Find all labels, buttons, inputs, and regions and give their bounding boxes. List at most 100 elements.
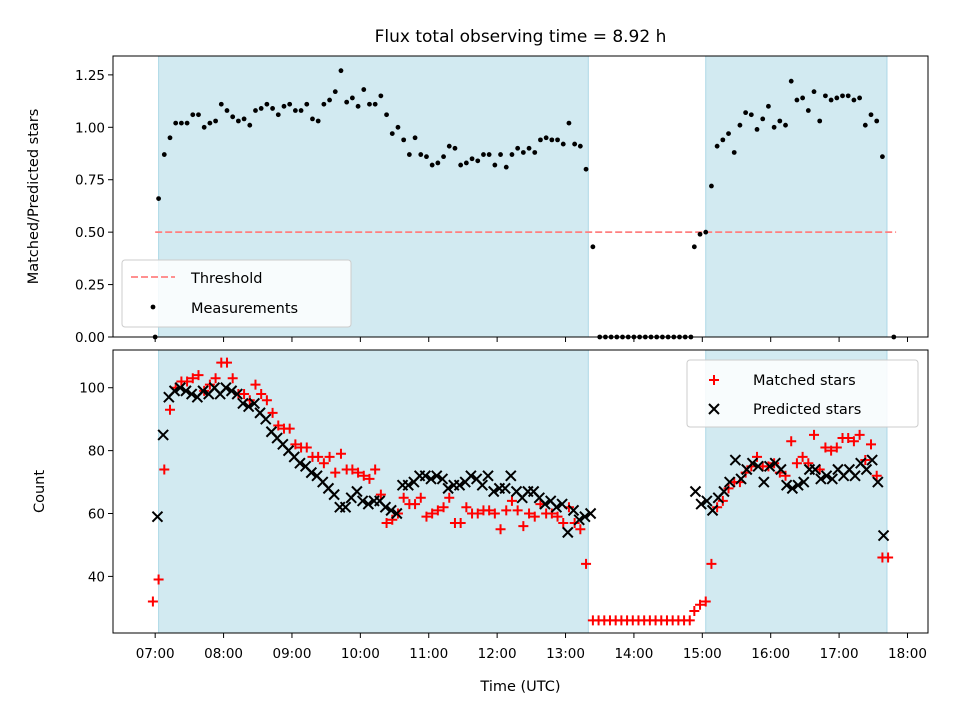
measurement-point (748, 112, 754, 118)
x-tick-label: 15:00 (683, 646, 722, 662)
predicted-star-point (556, 498, 568, 510)
predicted-star-point (815, 473, 827, 485)
measurement-point (549, 137, 555, 143)
predicted-star-point (157, 429, 169, 441)
bottom-y-ticks: 40 60 80 100 (79, 381, 113, 585)
y-tick-label: 100 (79, 381, 105, 397)
predicted-star-point (294, 457, 306, 469)
predicted-star-point (476, 479, 489, 491)
measurement-point (805, 108, 811, 113)
predicted-star-point (488, 485, 500, 498)
bottom-x-ticks: 07:00 08:00 09:00 10:00 11:00 12:00 13:00 14:00… (136, 633, 927, 662)
predicted-star-point (356, 495, 369, 507)
matched-star-point (353, 467, 364, 478)
matched-star-point (364, 473, 375, 484)
measurement-point (241, 116, 247, 122)
matched-star-point (860, 455, 871, 466)
matched-star-point (843, 433, 854, 444)
measurement-point (788, 78, 794, 84)
predicted-star-point (351, 485, 363, 498)
measurement-point (281, 103, 287, 109)
matched-star-point (848, 436, 859, 447)
predicted-star-point (758, 476, 770, 488)
measurement-point (538, 137, 543, 143)
measurement-point (520, 150, 526, 155)
measurement-point (270, 106, 275, 111)
measurement-point (743, 110, 749, 116)
matched-star-point (438, 502, 449, 513)
matched-star-point (421, 511, 432, 522)
predicted-star-point (305, 466, 318, 479)
measurement-point (378, 93, 384, 99)
measurement-point (834, 95, 840, 101)
y-tick-label: 0.25 (75, 278, 105, 294)
matched-star-point (581, 558, 592, 569)
predicted-star-point (482, 470, 494, 482)
measurement-point (332, 89, 338, 95)
predicted-star-point (780, 479, 793, 491)
predicted-star-point (260, 413, 272, 425)
matched-star-point (706, 558, 717, 569)
predicted-star-point (729, 454, 742, 466)
matched-star-point (335, 448, 346, 459)
predicted-star-point (242, 400, 255, 413)
measurement-point (503, 164, 509, 170)
measurement-point (703, 229, 709, 235)
matched-star-point (506, 495, 517, 506)
measurement-point (811, 89, 817, 95)
legend-box (121, 259, 352, 328)
measurement-point (338, 68, 344, 74)
matched-star-point (164, 404, 175, 415)
matched-star-point (495, 524, 506, 535)
measurement-point (156, 196, 161, 201)
predicted-star-point (499, 482, 511, 495)
measurement-point (709, 183, 714, 189)
top-chart-title: Flux total observing time = 8.92 h (375, 27, 667, 47)
matched-star-point (575, 524, 586, 535)
matched-star-point (261, 395, 272, 406)
matched-star-point (854, 429, 865, 440)
measurement-point (184, 120, 190, 126)
measurement-point (247, 122, 253, 128)
predicted-star-point (425, 473, 437, 485)
measurement-point (469, 156, 475, 162)
measurement-point (572, 141, 578, 147)
matched-star-point (410, 499, 421, 510)
predicted-star-point (505, 470, 517, 482)
predicted-star-point (792, 479, 804, 491)
matched-star-point (569, 517, 580, 528)
predicted-star-point (701, 495, 713, 507)
matched-star-point (529, 511, 540, 522)
predicted-star-point (735, 473, 747, 485)
predicted-star-point (151, 510, 164, 523)
matched-star-point (501, 505, 512, 516)
measurement-point (498, 152, 503, 157)
y-tick-label: 0.00 (75, 330, 105, 346)
matched-star-point (250, 379, 261, 390)
matched-star-point (803, 458, 814, 469)
measurement-point (481, 152, 486, 157)
matched-star-point (284, 423, 295, 434)
x-tick-label: 17:00 (820, 646, 859, 662)
y-tick-label: 1.25 (75, 68, 105, 84)
measurement-point (697, 231, 703, 237)
predicted-star-point (174, 382, 186, 394)
predicted-star-point (168, 385, 181, 397)
measurement-point (235, 118, 241, 124)
x-tick-label: 12:00 (478, 646, 517, 662)
matched-star-point (489, 508, 500, 519)
predicted-star-point (550, 501, 563, 513)
matched-star-point (695, 599, 706, 610)
measurement-point (287, 101, 293, 107)
top-y-axis-label: Matched/Predicted stars (26, 109, 42, 285)
top-x-ticks (154, 337, 908, 342)
matched-star-point (375, 489, 386, 500)
measurement-point (766, 103, 771, 109)
matched-star-point (826, 445, 837, 456)
matched-star-point (301, 442, 312, 453)
legend-predicted-label: Predicted stars (753, 402, 861, 418)
measurement-point (771, 124, 777, 130)
matched-star-point (204, 379, 215, 390)
measurement-point (264, 101, 270, 107)
